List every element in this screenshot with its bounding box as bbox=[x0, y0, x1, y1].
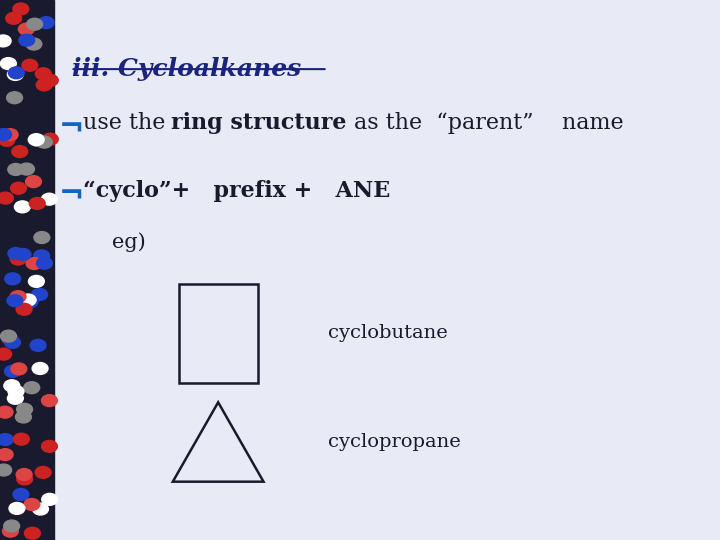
Circle shape bbox=[11, 183, 27, 194]
Circle shape bbox=[4, 336, 20, 348]
Circle shape bbox=[1, 58, 17, 70]
Circle shape bbox=[34, 232, 50, 244]
Circle shape bbox=[34, 250, 50, 262]
Circle shape bbox=[41, 193, 57, 205]
Circle shape bbox=[6, 92, 22, 104]
Circle shape bbox=[14, 201, 30, 213]
Circle shape bbox=[2, 525, 18, 537]
Circle shape bbox=[30, 340, 46, 352]
Circle shape bbox=[22, 59, 37, 71]
Circle shape bbox=[27, 18, 42, 30]
Circle shape bbox=[42, 395, 58, 407]
Circle shape bbox=[4, 520, 19, 532]
Circle shape bbox=[24, 527, 40, 539]
Text: eg): eg) bbox=[112, 232, 145, 252]
Circle shape bbox=[37, 136, 53, 148]
Circle shape bbox=[1, 333, 17, 345]
Circle shape bbox=[24, 498, 40, 510]
Text: ¬: ¬ bbox=[59, 113, 84, 143]
Circle shape bbox=[24, 382, 40, 394]
Circle shape bbox=[9, 502, 25, 514]
Circle shape bbox=[42, 133, 58, 145]
Circle shape bbox=[8, 164, 24, 176]
Circle shape bbox=[32, 288, 48, 300]
Circle shape bbox=[0, 129, 12, 140]
Circle shape bbox=[16, 469, 32, 481]
Circle shape bbox=[19, 163, 35, 175]
Circle shape bbox=[0, 449, 13, 461]
Circle shape bbox=[4, 380, 19, 392]
Text: ring structure: ring structure bbox=[171, 112, 347, 134]
Circle shape bbox=[19, 34, 35, 46]
Text: cyclobutane: cyclobutane bbox=[328, 325, 447, 342]
Circle shape bbox=[12, 146, 27, 158]
Circle shape bbox=[42, 441, 58, 453]
Circle shape bbox=[10, 291, 26, 302]
Circle shape bbox=[0, 434, 13, 445]
Circle shape bbox=[17, 473, 32, 485]
Circle shape bbox=[28, 134, 44, 146]
Circle shape bbox=[8, 247, 24, 259]
Circle shape bbox=[6, 12, 22, 24]
Circle shape bbox=[30, 198, 45, 210]
Text: ¬: ¬ bbox=[59, 181, 84, 210]
Circle shape bbox=[11, 363, 27, 375]
Circle shape bbox=[14, 433, 30, 445]
Text: cyclopropane: cyclopropane bbox=[328, 433, 460, 451]
Circle shape bbox=[17, 403, 32, 415]
Circle shape bbox=[16, 303, 32, 315]
Circle shape bbox=[15, 411, 31, 423]
Circle shape bbox=[9, 67, 24, 79]
Circle shape bbox=[0, 464, 12, 476]
Circle shape bbox=[0, 348, 12, 360]
Circle shape bbox=[4, 366, 20, 377]
Circle shape bbox=[0, 192, 13, 204]
Circle shape bbox=[26, 258, 42, 269]
Circle shape bbox=[26, 176, 42, 187]
Circle shape bbox=[10, 253, 26, 265]
Circle shape bbox=[20, 294, 36, 306]
Bar bbox=[0, 0, 54, 540]
Circle shape bbox=[0, 406, 13, 418]
Polygon shape bbox=[173, 402, 264, 482]
Circle shape bbox=[22, 296, 38, 308]
Circle shape bbox=[38, 17, 54, 29]
Text: “cyclo”+   prefix +   ANE: “cyclo”+ prefix + ANE bbox=[83, 180, 390, 202]
Circle shape bbox=[15, 248, 31, 260]
Text: as the  “parent”    name: as the “parent” name bbox=[354, 112, 624, 134]
Circle shape bbox=[29, 275, 45, 287]
Circle shape bbox=[2, 129, 18, 140]
Circle shape bbox=[11, 253, 27, 265]
Text: iii. Cycloalkanes: iii. Cycloalkanes bbox=[72, 57, 301, 80]
Circle shape bbox=[32, 362, 48, 374]
Circle shape bbox=[7, 393, 23, 404]
Circle shape bbox=[42, 75, 58, 86]
Circle shape bbox=[35, 68, 51, 80]
Circle shape bbox=[36, 79, 52, 91]
Circle shape bbox=[7, 295, 23, 307]
Circle shape bbox=[35, 467, 51, 478]
Circle shape bbox=[13, 489, 29, 501]
Bar bbox=[179, 284, 258, 383]
Circle shape bbox=[8, 386, 24, 397]
Circle shape bbox=[19, 23, 35, 35]
Circle shape bbox=[37, 257, 53, 269]
Circle shape bbox=[32, 503, 48, 515]
Text: use the: use the bbox=[83, 112, 165, 134]
Circle shape bbox=[5, 273, 21, 285]
Circle shape bbox=[1, 330, 17, 342]
Circle shape bbox=[26, 38, 42, 50]
Circle shape bbox=[13, 3, 29, 15]
Circle shape bbox=[30, 134, 46, 146]
Circle shape bbox=[42, 494, 58, 505]
Circle shape bbox=[0, 35, 11, 47]
Circle shape bbox=[0, 134, 14, 146]
Circle shape bbox=[7, 69, 23, 80]
